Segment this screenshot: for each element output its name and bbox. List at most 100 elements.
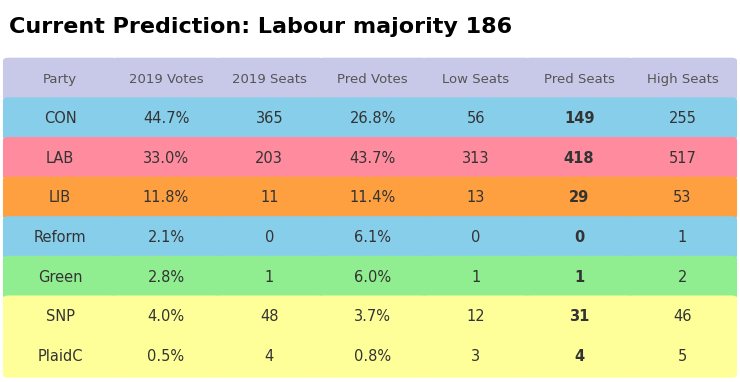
FancyBboxPatch shape [318, 216, 427, 259]
Text: 2.1%: 2.1% [147, 230, 184, 245]
Text: 418: 418 [564, 151, 594, 166]
FancyBboxPatch shape [215, 137, 324, 180]
Text: LAB: LAB [46, 151, 74, 166]
FancyBboxPatch shape [112, 97, 221, 140]
Text: High Seats: High Seats [647, 73, 719, 86]
FancyBboxPatch shape [112, 137, 221, 180]
Text: 2019 Votes: 2019 Votes [129, 73, 204, 86]
Text: 2.8%: 2.8% [147, 270, 184, 285]
Text: 31: 31 [569, 309, 589, 324]
Text: 0.8%: 0.8% [354, 349, 391, 364]
Text: 313: 313 [462, 151, 490, 166]
Text: 3.7%: 3.7% [354, 309, 391, 324]
Text: 1: 1 [574, 270, 585, 285]
Text: 48: 48 [260, 309, 278, 324]
Text: 11: 11 [260, 190, 278, 206]
Text: CON: CON [44, 111, 76, 126]
Text: Current Prediction: Labour majority 186: Current Prediction: Labour majority 186 [9, 17, 512, 37]
Text: 517: 517 [668, 151, 696, 166]
Text: 365: 365 [255, 111, 283, 126]
Text: 203: 203 [255, 151, 283, 166]
Text: Low Seats: Low Seats [443, 73, 509, 86]
FancyBboxPatch shape [318, 176, 427, 219]
FancyBboxPatch shape [112, 176, 221, 219]
Text: 4: 4 [265, 349, 274, 364]
FancyBboxPatch shape [628, 58, 737, 100]
FancyBboxPatch shape [3, 176, 118, 219]
FancyBboxPatch shape [628, 296, 737, 338]
FancyBboxPatch shape [525, 216, 633, 259]
FancyBboxPatch shape [3, 137, 118, 180]
Text: PlaidC: PlaidC [38, 349, 83, 364]
Text: 3: 3 [471, 349, 480, 364]
FancyBboxPatch shape [525, 58, 633, 100]
FancyBboxPatch shape [318, 335, 427, 378]
Text: 44.7%: 44.7% [143, 111, 189, 126]
FancyBboxPatch shape [525, 296, 633, 338]
Text: 1: 1 [471, 270, 480, 285]
FancyBboxPatch shape [421, 137, 531, 180]
FancyBboxPatch shape [318, 137, 427, 180]
Text: 5: 5 [678, 349, 687, 364]
FancyBboxPatch shape [112, 335, 221, 378]
FancyBboxPatch shape [112, 216, 221, 259]
FancyBboxPatch shape [112, 256, 221, 299]
Text: 0: 0 [574, 230, 585, 245]
Text: 0.5%: 0.5% [147, 349, 184, 364]
FancyBboxPatch shape [215, 58, 324, 100]
FancyBboxPatch shape [525, 176, 633, 219]
FancyBboxPatch shape [525, 335, 633, 378]
FancyBboxPatch shape [215, 176, 324, 219]
FancyBboxPatch shape [421, 176, 531, 219]
Text: 2: 2 [678, 270, 687, 285]
FancyBboxPatch shape [525, 97, 633, 140]
FancyBboxPatch shape [3, 58, 118, 100]
FancyBboxPatch shape [628, 137, 737, 180]
FancyBboxPatch shape [3, 296, 118, 338]
Text: 12: 12 [466, 309, 485, 324]
FancyBboxPatch shape [318, 97, 427, 140]
FancyBboxPatch shape [215, 97, 324, 140]
Text: 13: 13 [467, 190, 485, 206]
FancyBboxPatch shape [628, 216, 737, 259]
Text: 4.0%: 4.0% [147, 309, 184, 324]
Text: 56: 56 [467, 111, 485, 126]
Text: 6.1%: 6.1% [354, 230, 391, 245]
Text: 11.8%: 11.8% [143, 190, 189, 206]
Text: 53: 53 [673, 190, 692, 206]
Text: SNP: SNP [46, 309, 75, 324]
FancyBboxPatch shape [628, 176, 737, 219]
FancyBboxPatch shape [318, 58, 427, 100]
FancyBboxPatch shape [525, 256, 633, 299]
Text: Pred Votes: Pred Votes [337, 73, 408, 86]
FancyBboxPatch shape [421, 256, 531, 299]
Text: 46: 46 [673, 309, 692, 324]
FancyBboxPatch shape [318, 256, 427, 299]
Text: Pred Seats: Pred Seats [544, 73, 615, 86]
FancyBboxPatch shape [421, 97, 531, 140]
FancyBboxPatch shape [421, 296, 531, 338]
Text: LIB: LIB [49, 190, 71, 206]
FancyBboxPatch shape [525, 137, 633, 180]
FancyBboxPatch shape [3, 256, 118, 299]
FancyBboxPatch shape [215, 216, 324, 259]
FancyBboxPatch shape [421, 58, 531, 100]
Text: Reform: Reform [34, 230, 87, 245]
Text: Party: Party [43, 73, 77, 86]
FancyBboxPatch shape [215, 335, 324, 378]
Text: 26.8%: 26.8% [349, 111, 396, 126]
Text: Green: Green [38, 270, 82, 285]
FancyBboxPatch shape [421, 216, 531, 259]
FancyBboxPatch shape [215, 256, 324, 299]
Text: 255: 255 [668, 111, 696, 126]
Text: 6.0%: 6.0% [354, 270, 391, 285]
Text: 0: 0 [265, 230, 274, 245]
Text: 149: 149 [564, 111, 594, 126]
Text: 29: 29 [569, 190, 589, 206]
Text: 4: 4 [574, 349, 584, 364]
FancyBboxPatch shape [112, 296, 221, 338]
Text: 11.4%: 11.4% [349, 190, 396, 206]
FancyBboxPatch shape [3, 335, 118, 378]
Text: 43.7%: 43.7% [349, 151, 396, 166]
Text: 1: 1 [678, 230, 687, 245]
